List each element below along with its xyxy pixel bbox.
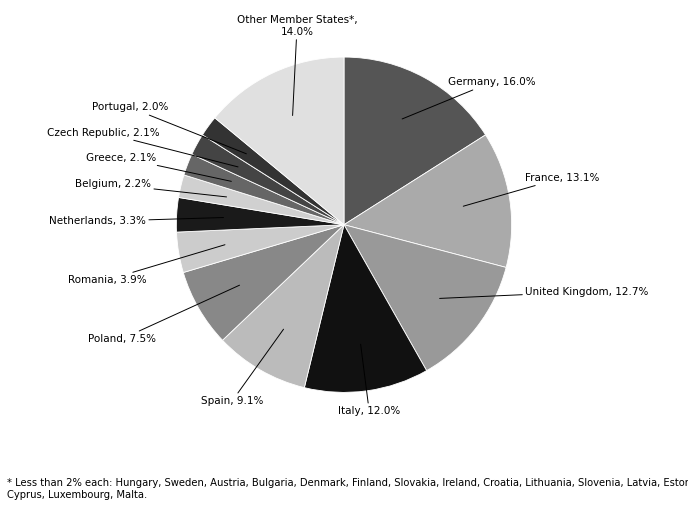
Wedge shape	[176, 197, 344, 232]
Text: Belgium, 2.2%: Belgium, 2.2%	[75, 179, 226, 197]
Text: Portugal, 2.0%: Portugal, 2.0%	[92, 103, 246, 154]
Text: Spain, 9.1%: Spain, 9.1%	[201, 329, 283, 406]
Text: Italy, 12.0%: Italy, 12.0%	[338, 344, 400, 416]
Wedge shape	[179, 175, 344, 225]
Wedge shape	[177, 225, 344, 273]
Text: Germany, 16.0%: Germany, 16.0%	[402, 77, 535, 119]
Text: Czech Republic, 2.1%: Czech Republic, 2.1%	[47, 127, 238, 167]
Wedge shape	[344, 225, 506, 371]
Text: * Less than 2% each: Hungary, Sweden, Austria, Bulgaria, Denmark, Finland, Slova: * Less than 2% each: Hungary, Sweden, Au…	[7, 478, 688, 500]
Wedge shape	[344, 57, 486, 225]
Wedge shape	[183, 225, 344, 340]
Wedge shape	[202, 118, 344, 225]
Wedge shape	[344, 135, 512, 268]
Text: Greece, 2.1%: Greece, 2.1%	[86, 153, 231, 181]
Wedge shape	[192, 135, 344, 225]
Wedge shape	[184, 155, 344, 225]
Text: Poland, 7.5%: Poland, 7.5%	[88, 285, 239, 344]
Text: France, 13.1%: France, 13.1%	[463, 173, 599, 206]
Text: United Kingdom, 12.7%: United Kingdom, 12.7%	[440, 287, 649, 298]
Text: Netherlands, 3.3%: Netherlands, 3.3%	[50, 216, 224, 226]
Text: Other Member States*,
14.0%: Other Member States*, 14.0%	[237, 15, 357, 116]
Wedge shape	[222, 225, 344, 388]
Wedge shape	[304, 225, 427, 392]
Wedge shape	[215, 57, 344, 225]
Text: Romania, 3.9%: Romania, 3.9%	[67, 245, 225, 285]
